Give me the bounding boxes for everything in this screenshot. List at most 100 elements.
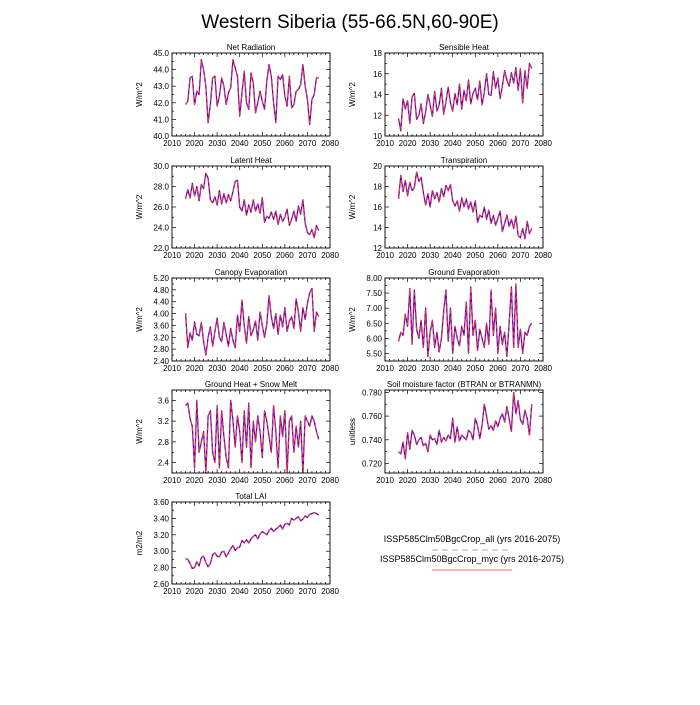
x-tick-label: 2080: [534, 364, 552, 373]
y-tick-label: 12: [373, 111, 382, 120]
x-tick-label: 2040: [444, 139, 462, 148]
panels-group: 2010 2020 2030 2040 2050 2060 2070 208040.041.0…: [135, 43, 552, 596]
y-tick-label: 8.00: [366, 274, 382, 283]
y-tick-label: 3.00: [153, 547, 169, 556]
panel-net-radiation: 2010 2020 2030 2040 2050 2060 2070 2080 40.0 41.0…: [135, 43, 339, 148]
panel-transpiration: 2010 2020 2030 2040 2050 2060 2070 2080 12 14 16 18…: [348, 156, 552, 260]
x-tick-label: 2080: [534, 476, 552, 485]
x-tick-label: 2030: [421, 476, 439, 485]
y-tick-label: 0.780: [362, 388, 383, 397]
x-tick-label: 2080: [321, 587, 339, 596]
panel-sensible-heat: 2010 2020 2030 2040 2050 2060 2070 2080 10 12 14 16…: [348, 43, 552, 148]
x-tick-label: 2040: [444, 476, 462, 485]
x-tick-label: 2080: [534, 139, 552, 148]
y-tick-label: 2.60: [153, 580, 169, 589]
x-tick-label: 2040: [231, 476, 249, 485]
series-line-myc: [398, 391, 533, 460]
panel-ground-evaporation: 2010 2020 2030 2040 2050 2060 2070 2080 5.50 6.00…: [348, 268, 552, 373]
x-tick-label: 2030: [208, 139, 226, 148]
x-tick-label: 2030: [208, 587, 226, 596]
panel-title: Ground Evaporation: [428, 268, 500, 277]
plot-frame: [171, 165, 331, 249]
y-tick-label: 40.0: [153, 132, 169, 141]
x-tick-label: 2030: [208, 364, 226, 373]
y-tick-label: 12: [373, 244, 382, 253]
y-tick-label: 7.50: [366, 289, 382, 298]
panel-title: Sensible Heat: [439, 43, 490, 52]
y-tick-label: 43.0: [153, 82, 169, 91]
y-tick-label: 3.60: [153, 498, 169, 507]
panel-soil-moisture-factor: 2010 2020 2030 2040 2050 2060 2070 2080 0.720 0.7…: [348, 380, 552, 485]
x-tick-label: 2040: [231, 139, 249, 148]
y-tick-label: 24.0: [153, 224, 169, 233]
panel-total-lai: 2010 2020 2030 2040 2050 2060 2070 2080 2.60 2.80…: [135, 492, 339, 596]
x-tick-label: 2020: [399, 476, 417, 485]
x-tick-label: 2050: [253, 587, 271, 596]
y-tick-label: 4.00: [153, 310, 169, 319]
x-tick-label: 2050: [253, 476, 271, 485]
panel-title: Latent Heat: [230, 156, 272, 165]
x-tick-label: 2040: [444, 251, 462, 260]
y-tick-label: 3.20: [153, 531, 169, 540]
y-tick-label: 0.760: [362, 412, 383, 421]
panel-title: Ground Heat + Snow Melt: [205, 380, 298, 389]
y-tick-label: 42.0: [153, 99, 169, 108]
series-line-myc: [398, 283, 533, 358]
x-tick-label: 2040: [444, 364, 462, 373]
y-tick-label: 3.6: [158, 396, 170, 405]
y-tick-label: 22.0: [153, 244, 169, 253]
y-tick-label: 7.00: [366, 304, 382, 313]
legend-entry: ISSP585Clm50BgcCrop_myc (yrs 2016-2075): [380, 554, 564, 571]
y-tick-label: 30.0: [153, 162, 169, 171]
x-tick-label: 2050: [253, 251, 271, 260]
x-tick-label: 2050: [253, 364, 271, 373]
x-tick-label: 2070: [299, 139, 317, 148]
y-axis-label: W/m^2: [135, 307, 144, 332]
x-tick-label: 2020: [399, 139, 417, 148]
x-tick-label: 2060: [489, 364, 507, 373]
x-tick-label: 2060: [276, 139, 294, 148]
y-axis-label: W/m^2: [135, 82, 144, 107]
series-line-all: [185, 58, 319, 126]
y-axis-label: W/m^2: [135, 194, 144, 219]
y-tick-label: 5.20: [153, 274, 169, 283]
x-tick-label: 2010: [163, 139, 181, 148]
series-line-all: [185, 399, 320, 473]
x-tick-label: 2010: [163, 251, 181, 260]
x-tick-label: 2010: [376, 139, 394, 148]
x-tick-label: 2060: [489, 476, 507, 485]
series-line-all: [185, 512, 320, 570]
y-tick-label: 18: [373, 49, 382, 58]
y-tick-label: 2.40: [153, 357, 169, 366]
panel-title: Soil moisture factor (BTRAN or BTRANMN): [387, 380, 542, 389]
legend-entry: ISSP585Clm50BgcCrop_all (yrs 2016-2075): [384, 534, 560, 551]
series-line-myc: [185, 512, 320, 569]
x-tick-label: 2030: [421, 364, 439, 373]
x-tick-label: 2070: [299, 251, 317, 260]
y-axis-label: W/m^2: [348, 194, 357, 219]
panel-title: Canopy Evaporation: [215, 268, 288, 277]
x-tick-label: 2010: [376, 251, 394, 260]
x-tick-label: 2010: [163, 587, 181, 596]
x-tick-label: 2060: [489, 251, 507, 260]
x-tick-label: 2010: [376, 476, 394, 485]
series-line-all: [184, 287, 320, 356]
x-tick-label: 2060: [276, 476, 294, 485]
x-tick-label: 2030: [421, 251, 439, 260]
y-tick-label: 5.50: [366, 349, 382, 358]
x-tick-label: 2060: [276, 251, 294, 260]
y-tick-label: 4.80: [153, 286, 169, 295]
series-line-all: [397, 171, 533, 240]
y-axis-label: unitless: [348, 418, 357, 445]
plot-frame: [171, 277, 331, 362]
x-tick-label: 2020: [186, 587, 204, 596]
plot-frame: [384, 277, 544, 362]
y-tick-label: 3.40: [153, 514, 169, 523]
x-tick-label: 2040: [231, 587, 249, 596]
series-line-all: [398, 391, 533, 460]
x-tick-label: 2040: [231, 364, 249, 373]
x-tick-label: 2020: [186, 251, 204, 260]
x-tick-label: 2080: [321, 476, 339, 485]
panel-title: Total LAI: [235, 492, 266, 501]
